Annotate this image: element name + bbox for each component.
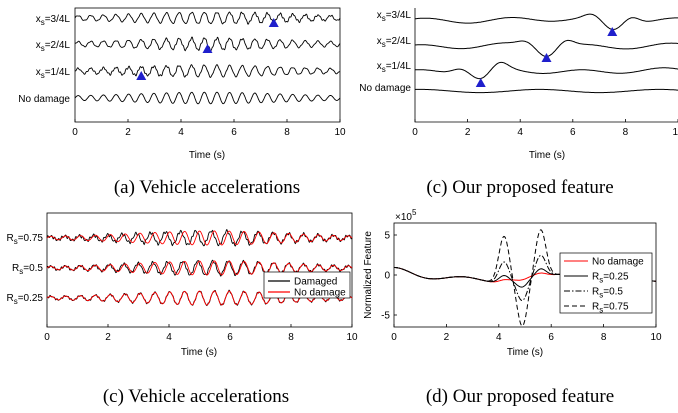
panel-b-proposed-feature: xs=3/4L xs=2/4L xs=1/4L No damage 0 2 4 6 8 10 T… xyxy=(359,8,678,198)
panel-c-legend-label-1: No damage xyxy=(294,288,346,299)
panel-a-xtick-label-0: 0 xyxy=(72,127,78,138)
panel-b-xtick-label-3: 6 xyxy=(570,127,576,138)
panel-d-ytick-label-2: 5 xyxy=(384,231,390,242)
panel-c-legend-label-0: Damaged xyxy=(294,277,337,288)
panel-a-series-0 xyxy=(74,11,341,25)
panel-b-series-label-1: xs=2/4L xyxy=(377,36,412,49)
panel-d-xtick-label-3: 6 xyxy=(548,332,554,343)
panel-c-legend-box xyxy=(263,271,351,299)
panel-b-series-label-0: xs=3/4L xyxy=(377,10,412,23)
panel-a-xtick-label-1: 2 xyxy=(125,127,131,138)
panel-d-legend-label-2: Rs=0.5 xyxy=(592,287,623,300)
panel-d-ytick-label-0: -5 xyxy=(381,311,390,322)
panel-c-damaged-series-0 xyxy=(46,229,353,247)
panel-d-legend: No damage Rs=0.25 Rs=0.5 Rs=0.75 xyxy=(559,252,653,315)
panel-d-xtick-label-1: 2 xyxy=(444,332,450,343)
panel-b-xlabel: Time (s) xyxy=(529,150,565,161)
panel-b-xtick-label-1: 2 xyxy=(465,127,471,138)
panel-d-ytick-label-1: 0 xyxy=(384,271,390,282)
panel-c-xlabel: Time (s) xyxy=(181,347,217,358)
panel-c-xtick-label-2: 4 xyxy=(166,332,172,343)
panel-a-series-label-1: xs=2/4L xyxy=(36,40,71,53)
panel-a-xtick-label-4: 8 xyxy=(284,127,290,138)
panel-a-damage-marker-2 xyxy=(136,71,147,80)
panel-d-xtick-label-5: 10 xyxy=(650,332,662,343)
panel-d-legend-label-1: Rs=0.25 xyxy=(592,272,629,285)
panel-c-nodamage-series-0 xyxy=(46,230,353,246)
panel-a-series-label-3: No damage xyxy=(18,94,70,105)
panel-c-xtick-label-4: 8 xyxy=(288,332,294,343)
panel-b-damage-marker-0 xyxy=(607,27,618,36)
panel-a-vehicle-accelerations: xs=3/4L xs=2/4L xs=1/4L No damage 0 2 4 6 8 10 T… xyxy=(18,7,346,198)
panel-d-caption: (d) Our proposed feature xyxy=(426,386,614,407)
panel-d-xtick-label-4: 8 xyxy=(601,332,607,343)
panel-b-series-3 xyxy=(414,88,678,94)
panel-c-nodamage-series-1 xyxy=(46,260,353,276)
panel-c-xtick-label-5: 10 xyxy=(346,332,358,343)
panel-a-xtick-label-5: 10 xyxy=(334,127,346,138)
panel-a-series-3 xyxy=(74,91,341,105)
panel-d-legend-box xyxy=(559,252,653,314)
panel-d-y-multiplier-base: ×10 xyxy=(395,212,412,223)
panel-b-axes-frame xyxy=(414,8,678,123)
panel-b-xtick-label-5: 10 xyxy=(672,127,678,138)
panel-c-series-label-1: Rs=0.5 xyxy=(12,263,43,276)
panel-b-damage-marker-1 xyxy=(541,53,552,62)
panel-a-axes-box xyxy=(74,7,341,123)
panel-d-y-multiplier-exp: 5 xyxy=(412,208,417,217)
panel-c-series-label-0: Rs=0.75 xyxy=(6,233,43,246)
panel-a-damage-marker-0 xyxy=(268,18,279,27)
panel-c-xtick-label-1: 2 xyxy=(105,332,111,343)
panel-b-damage-marker-2 xyxy=(475,78,486,87)
panel-a-damage-marker-1 xyxy=(202,44,213,53)
panel-b-xtick-label-4: 8 xyxy=(623,127,629,138)
panel-b-series-label-3: No damage xyxy=(359,83,411,94)
panel-d-xlabel: Time (s) xyxy=(507,347,543,358)
panel-d-proposed-feature: 0 2 4 6 8 10-505 No damageRs=0.25Rs=0.5Rs=0.7… xyxy=(363,208,662,407)
panel-b-series-0 xyxy=(414,13,678,31)
panel-d-y-multiplier: ×105 xyxy=(395,208,417,223)
panel-c-axes-box xyxy=(46,212,353,328)
panel-b-xtick-label-0: 0 xyxy=(412,127,418,138)
panel-b-caption: (c) Our proposed feature xyxy=(426,177,613,198)
panel-b-xtick-label-2: 4 xyxy=(517,127,523,138)
panel-a-xtick-label-3: 6 xyxy=(231,127,237,138)
panel-b-series-2 xyxy=(415,61,678,80)
panel-d-xtick-label-2: 4 xyxy=(496,332,502,343)
panel-c-xtick-label-0: 0 xyxy=(44,332,50,343)
panel-d-ylabel: Normalized Feature xyxy=(363,231,374,319)
panel-c-xtick-label-3: 6 xyxy=(227,332,233,343)
panel-b-series-label-2: xs=1/4L xyxy=(377,61,412,74)
panel-c-series-label-2: Rs=0.25 xyxy=(6,293,43,306)
panel-a-series-2 xyxy=(74,64,341,78)
panel-d-xtick-label-0: 0 xyxy=(391,332,397,343)
panel-d-legend-label-0: No damage xyxy=(592,257,644,268)
panel-d-legend-label-3: Rs=0.75 xyxy=(592,302,629,315)
panel-a-series-label-2: xs=1/4L xyxy=(36,67,71,80)
panel-a-caption: (a) Vehicle accelerations xyxy=(114,177,300,198)
panel-c-caption: (c) Vehicle accelerations xyxy=(103,386,289,407)
panel-a-xtick-label-2: 4 xyxy=(178,127,184,138)
panel-a-xlabel: Time (s) xyxy=(189,150,225,161)
panel-a-series-label-0: xs=3/4L xyxy=(36,14,71,27)
